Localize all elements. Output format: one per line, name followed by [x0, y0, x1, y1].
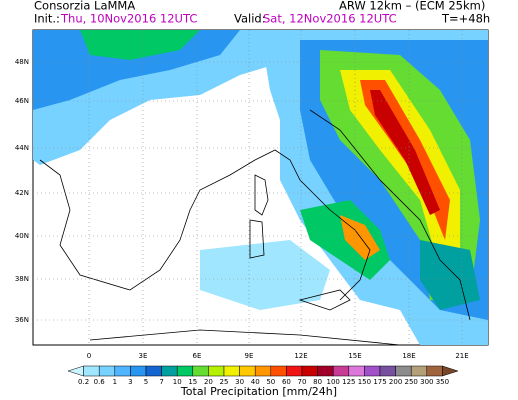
colorbar-label: 175: [373, 378, 386, 386]
colorbar-label: 350: [436, 378, 449, 386]
colorbar-segment: [426, 365, 443, 377]
colorbar-segment: [364, 365, 381, 377]
colorbar-segment: [145, 365, 162, 377]
lon-label: 9E: [245, 352, 254, 360]
lat-label: 38N: [15, 275, 29, 283]
lat-label: 46N: [15, 97, 29, 105]
colorbar-arrow: [442, 365, 459, 377]
lon-label: 6E: [193, 352, 202, 360]
graticule: [33, 30, 488, 345]
colorbar-label: 30: [235, 378, 244, 386]
colorbar-segment: [254, 365, 272, 377]
colorbar-segment: [83, 365, 100, 377]
colorbar-segment: [348, 365, 365, 377]
lon-label: 3E: [139, 352, 148, 360]
colorbar-label: 40: [251, 378, 260, 386]
colorbar-label: 20: [204, 378, 213, 386]
producer: Consorzia LaMMA: [34, 0, 135, 13]
valid-label: Valid:: [234, 12, 266, 26]
coastlines: [39, 109, 471, 345]
init-time: Thu, 10Nov2016 12UTC: [60, 12, 197, 26]
colorbar-label: 0.2: [78, 378, 89, 386]
precip-field: [33, 30, 488, 345]
lat-label: 36N: [15, 316, 29, 324]
colorbar-label: 200: [389, 378, 402, 386]
init-label: Init.:: [34, 12, 60, 26]
lat-label: 48N: [15, 58, 29, 66]
colorbar-segment: [270, 365, 287, 377]
lon-label: 21E: [455, 352, 468, 360]
colorbar-label: 125: [342, 378, 355, 386]
colorbar-label: 7: [159, 378, 163, 386]
colorbar-segment: [286, 365, 303, 377]
colorbar-label: 15: [188, 378, 197, 386]
map-area: [32, 29, 489, 346]
colorbar-label: 1: [113, 378, 117, 386]
colorbar-segment: [176, 365, 194, 377]
colorbar-label: 50: [266, 378, 275, 386]
colorbar-label: 250: [405, 378, 418, 386]
colorbar-label: 5: [144, 378, 148, 386]
valid-time: Sat, 12Nov2016 12UTC: [263, 12, 397, 26]
colorbar-label: 3: [128, 378, 132, 386]
colorbar-segment: [317, 365, 334, 377]
colorbar-segment: [395, 365, 412, 377]
colorbar-segment: [332, 365, 350, 377]
lon-label: 12E: [294, 352, 307, 360]
colorbar-label: 0.6: [94, 378, 106, 386]
lat-label: 44N: [15, 144, 29, 152]
colorbar-label: 300: [420, 378, 433, 386]
colorbar-arrow: [67, 365, 84, 377]
lon-label: 0: [87, 352, 91, 360]
colorbar-segment: [223, 365, 240, 377]
colorbar-segment: [130, 365, 147, 377]
colorbar-segment: [114, 365, 131, 377]
lat-label: 42N: [15, 189, 29, 197]
model: ARW 12km – (ECM 25km): [339, 0, 485, 13]
colorbar-segment: [161, 365, 178, 377]
colorbar-segment: [208, 365, 225, 377]
colorbar-segment: [379, 365, 396, 377]
colorbar-label: 10: [173, 378, 182, 386]
colorbar-label: 60: [282, 378, 291, 386]
colorbar-segment: [192, 365, 209, 377]
step: T=+48h: [441, 12, 490, 26]
lat-label: 40N: [15, 232, 29, 240]
colorbar-segment: [410, 365, 428, 377]
colorbar-label: 150: [358, 378, 371, 386]
colorbar-segment: [98, 365, 116, 377]
colorbar-segment: [301, 365, 318, 377]
colorbar-label: 80: [313, 378, 322, 386]
colorbar-title: Total Precipitation [mm/24h]: [180, 385, 337, 398]
colorbar: 0.2 0.6 1 3 5 7 10 15 20 25 30 40 50 60 70 80 100 125 150 1…: [67, 365, 459, 386]
colorbar-label: 25: [220, 378, 229, 386]
lon-label: 15E: [348, 352, 361, 360]
colorbar-segment: [239, 365, 256, 377]
colorbar-label: 100: [327, 378, 340, 386]
lon-label: 18E: [402, 352, 415, 360]
colorbar-label: 70: [298, 378, 307, 386]
